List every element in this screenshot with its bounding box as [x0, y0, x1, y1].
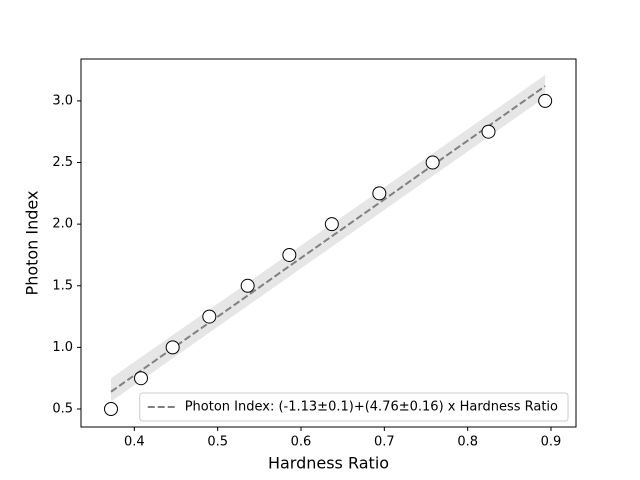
y-tick-label: 2.5	[52, 155, 73, 170]
x-tick-label: 0.8	[457, 435, 478, 450]
data-point	[165, 340, 180, 355]
legend-label: Photon Index: (-1.13±0.1)+(4.76±0.16) x …	[185, 400, 558, 415]
data-point	[324, 217, 339, 232]
data-point	[538, 93, 553, 108]
data-point	[240, 278, 255, 293]
data-point	[202, 309, 217, 324]
data-point	[134, 371, 148, 386]
y-tick-label: 1.5	[52, 278, 73, 293]
x-tick-label: 0.4	[124, 435, 145, 450]
y-axis-label: Photon Index	[23, 191, 42, 296]
data-point	[282, 247, 297, 262]
plot-frame	[80, 58, 577, 428]
x-axis-label: Hardness Ratio	[268, 454, 389, 473]
x-tick-label: 0.9	[541, 435, 562, 450]
data-point	[104, 402, 118, 417]
x-tick-label: 0.6	[291, 435, 312, 450]
legend-box	[139, 392, 569, 422]
data-point	[372, 186, 387, 201]
y-tick-label: 3.0	[52, 93, 73, 108]
x-tick-label: 0.7	[374, 435, 395, 450]
y-tick-label: 0.5	[52, 402, 73, 417]
y-tick-label: 2.0	[52, 217, 73, 232]
data-point	[481, 124, 496, 139]
y-tick-label: 1.0	[52, 340, 73, 355]
x-tick-label: 0.5	[207, 435, 228, 450]
data-point	[425, 155, 440, 170]
fit-line	[110, 85, 546, 393]
